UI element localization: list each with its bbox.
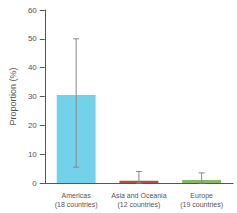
svg-text:Europe: Europe [190, 192, 213, 200]
svg-text:(12 countries): (12 countries) [118, 201, 161, 209]
svg-text:40: 40 [28, 63, 37, 72]
svg-text:Asia and Oceania: Asia and Oceania [111, 192, 166, 199]
svg-text:10: 10 [28, 150, 37, 159]
svg-text:60: 60 [28, 6, 37, 15]
svg-text:(18 countries): (18 countries) [55, 201, 98, 209]
svg-text:Proportion (%): Proportion (%) [8, 67, 18, 125]
svg-text:30: 30 [28, 92, 37, 101]
svg-text:0: 0 [32, 179, 37, 188]
svg-text:50: 50 [28, 34, 37, 43]
svg-text:Americas: Americas [62, 192, 92, 199]
svg-text:(19 countries): (19 countries) [180, 201, 223, 209]
svg-text:20: 20 [28, 121, 37, 130]
